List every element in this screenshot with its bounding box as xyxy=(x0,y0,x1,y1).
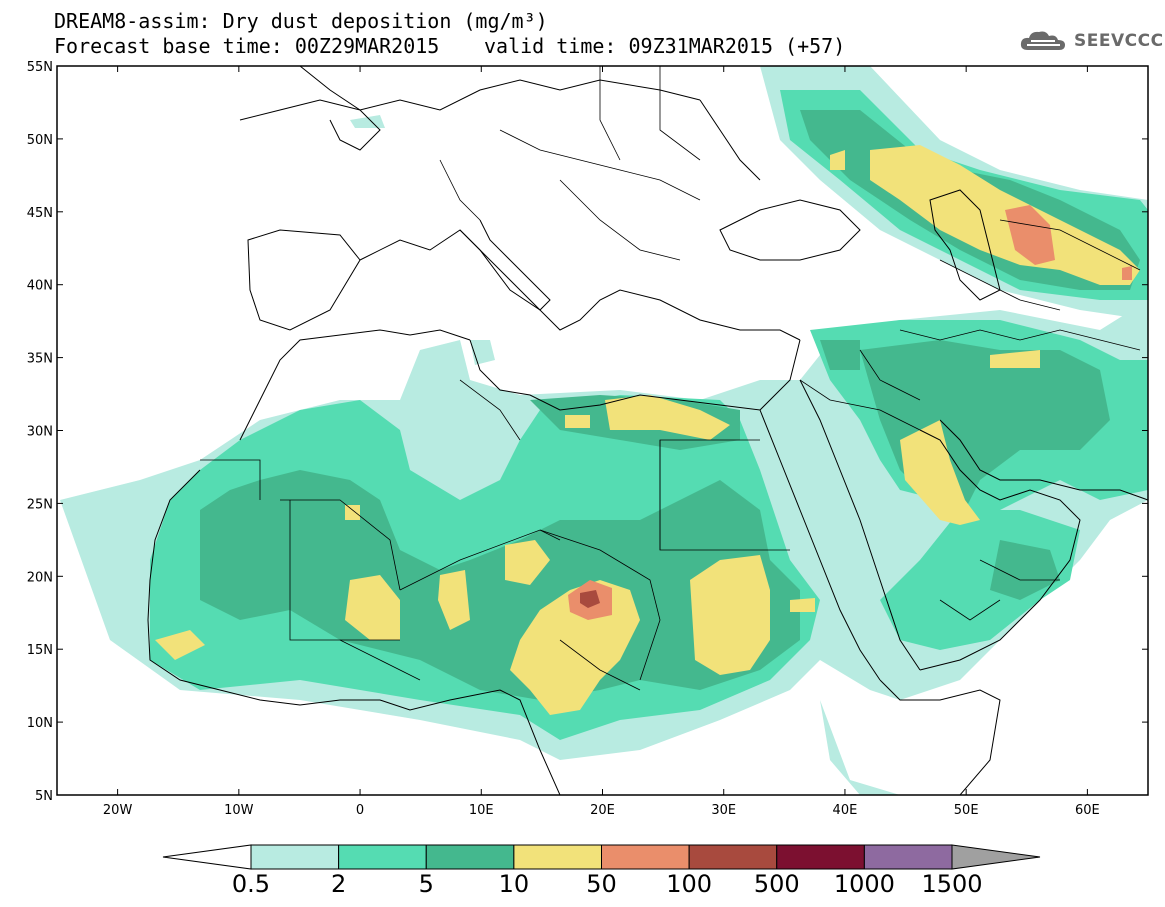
colorbar-label: 1500 xyxy=(921,870,982,898)
colorbar-label: 10 xyxy=(499,870,530,898)
country-borders xyxy=(200,66,1141,691)
lat-label: 40N xyxy=(27,279,53,294)
colorbar-swatch xyxy=(776,844,865,870)
colorbar-label: 2 xyxy=(331,870,346,898)
lon-label: 10W xyxy=(224,803,254,818)
colorbar-swatch xyxy=(688,844,778,870)
colorbar-label: 500 xyxy=(754,870,800,898)
lat-label: 35N xyxy=(27,352,53,367)
lat-label: 55N xyxy=(27,60,53,75)
colorbar-label: 1000 xyxy=(834,870,895,898)
forecast-base-time: Forecast base time: 00Z29MAR2015 xyxy=(54,34,440,58)
latitude-axis: 55N 50N 45N 40N 35N 30N 25N 20N 15N 10N 5N xyxy=(27,60,1148,804)
colorbar-swatch xyxy=(863,844,953,870)
coastlines xyxy=(147,66,1148,795)
lon-label: 30E xyxy=(711,803,736,818)
map-title: DREAM8-assim: Dry dust deposition (mg/m³… xyxy=(54,9,548,33)
deposition-level-100 xyxy=(580,590,600,608)
logo-text: SEEVCCC xyxy=(1074,31,1164,51)
colorbar: 0.5 2 5 10 50 100 500 1000 1500 xyxy=(162,844,1041,898)
colorbar-over-arrow xyxy=(951,844,1041,870)
colorbar-label: 0.5 xyxy=(232,870,270,898)
lon-label: 20E xyxy=(590,803,615,818)
lon-label: 40E xyxy=(833,803,858,818)
lat-label: 10N xyxy=(27,716,53,731)
valid-time: valid time: 09Z31MAR2015 (+57) xyxy=(484,34,846,58)
seevccc-logo: SEEVCCC xyxy=(1018,28,1164,54)
lat-label: 50N xyxy=(27,133,53,148)
longitude-axis: 20W 10W 0 10E 20E 30E 40E 50E 60E xyxy=(103,66,1100,818)
colorbar-swatch xyxy=(601,844,690,870)
lat-label: 25N xyxy=(27,497,53,512)
lon-label: 20W xyxy=(103,803,133,818)
deposition-fields xyxy=(60,66,1148,795)
lon-label: 50E xyxy=(954,803,979,818)
lon-label: 0 xyxy=(356,803,364,818)
lat-label: 45N xyxy=(27,206,53,221)
colorbar-swatch xyxy=(513,844,602,870)
colorbar-label: 50 xyxy=(586,870,617,898)
lat-label: 30N xyxy=(27,425,53,440)
colorbar-label: 5 xyxy=(419,870,434,898)
lat-label: 15N xyxy=(27,643,53,658)
colorbar-swatch xyxy=(338,844,427,870)
colorbar-swatch xyxy=(425,844,515,870)
colorbar-label: 100 xyxy=(666,870,712,898)
cloud-icon xyxy=(1020,31,1065,50)
lon-label: 10E xyxy=(469,803,494,818)
lat-label: 20N xyxy=(27,570,53,585)
lon-label: 60E xyxy=(1075,803,1100,818)
colorbar-under-arrow xyxy=(162,844,252,870)
lat-label: 5N xyxy=(35,789,53,804)
colorbar-swatch xyxy=(250,844,340,870)
